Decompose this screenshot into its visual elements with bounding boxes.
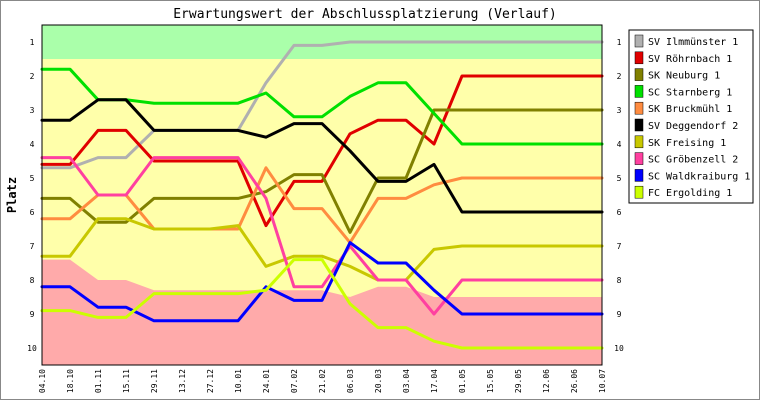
legend-label: SC Gröbenzell 2 <box>648 155 738 166</box>
x-tick-label: 15.11 <box>122 369 131 393</box>
y-tick-label-left: 2 <box>30 72 35 81</box>
legend-label: SV Ilmmünster 1 <box>648 37 738 48</box>
series-line-10 <box>40 258 604 350</box>
legend: SV Ilmmünster 1 SV Röhrnbach 1 SK Neuburg … <box>628 29 754 204</box>
x-tick-label: 06.03 <box>346 369 355 393</box>
y-tick-label-left: 9 <box>30 310 35 319</box>
x-tick-label: 12.06 <box>542 369 551 393</box>
y-tick-label-left: 10 <box>27 344 37 353</box>
legend-label: SV Deggendorf 2 <box>648 121 738 132</box>
y-tick-label-left: 6 <box>30 208 35 217</box>
legend-label: SK Freising 1 <box>648 138 726 149</box>
y-tick-label-left: 5 <box>30 174 35 183</box>
x-tick-label: 29.05 <box>514 369 523 393</box>
y-ticks: 1 1 2 2 3 3 4 4 5 5 6 6 7 7 8 8 9 9 10 10 <box>27 38 624 353</box>
series-line-9 <box>40 241 604 323</box>
series-line-7 <box>40 217 604 282</box>
legend-label: FC Ergolding 1 <box>648 188 732 199</box>
x-tick-label: 10.07 <box>598 369 607 393</box>
y-tick-label-right: 9 <box>617 310 622 319</box>
legend-label: SV Röhrnbach 1 <box>648 54 732 65</box>
legend-swatch <box>634 51 644 65</box>
band-promotion <box>42 25 602 59</box>
x-tick-label: 01.11 <box>94 369 103 393</box>
legend-swatch <box>634 185 644 199</box>
y-tick-label-right: 1 <box>617 38 622 47</box>
legend-label: SC Waldkraiburg 1 <box>648 171 750 182</box>
legend-swatch <box>634 34 644 48</box>
series-line-3 <box>40 108 604 234</box>
legend-swatch <box>634 85 644 98</box>
x-tick-label: 18.10 <box>66 369 75 393</box>
series-line-5 <box>40 166 604 245</box>
series-line-2 <box>40 74 604 228</box>
x-tick-label: 07.02 <box>290 369 299 393</box>
y-tick-label-right: 3 <box>617 106 622 115</box>
x-tick-label: 13.12 <box>178 369 187 393</box>
x-tick-label: 20.03 <box>374 369 383 393</box>
legend-swatch <box>634 68 644 81</box>
legend-swatch <box>634 118 644 132</box>
y-tick-label-right: 2 <box>617 72 622 81</box>
legend-swatch <box>634 135 644 149</box>
series-lines <box>40 40 604 350</box>
y-tick-label-right: 8 <box>617 276 622 285</box>
y-tick-label-left: 3 <box>30 106 35 115</box>
x-tick-label: 04.10 <box>38 369 47 393</box>
legend-swatch <box>634 101 644 115</box>
y-tick-label-right: 10 <box>614 344 624 353</box>
y-tick-label-left: 7 <box>30 242 35 251</box>
y-tick-label-left: 4 <box>30 140 35 149</box>
x-tick-label: 26.06 <box>570 369 579 393</box>
series-line-1 <box>40 40 604 170</box>
chart-title: Erwartungswert der Abschlussplatzierung … <box>173 7 557 22</box>
band-relegation <box>42 259 602 365</box>
x-tick-label: 15.05 <box>486 369 495 393</box>
series-line-4 <box>40 67 604 146</box>
y-axis-label: Platz <box>5 177 19 213</box>
x-tick-label: 24.01 <box>262 369 271 393</box>
series-line-6 <box>40 98 604 214</box>
x-tick-label: 01.05 <box>458 369 467 393</box>
x-ticks: 04.10 18.10 01.11 15.11 29.11 13.12 27.12 10.01… <box>38 369 607 393</box>
plot-frame <box>41 24 603 366</box>
legend-label: SK Neuburg 1 <box>648 71 720 82</box>
legend-swatch <box>634 169 644 182</box>
series-line-8 <box>40 156 604 316</box>
y-tick-label-right: 4 <box>617 140 622 149</box>
legend-box <box>628 29 754 204</box>
y-tick-label-left: 8 <box>30 276 35 285</box>
x-tick-label: 27.12 <box>206 369 215 393</box>
x-tick-label: 10.01 <box>234 369 243 393</box>
x-tick-label: 17.04 <box>430 369 439 393</box>
y-tick-label-left: 1 <box>30 38 35 47</box>
legend-label: SK Bruckmühl 1 <box>648 104 732 115</box>
x-tick-label: 03.04 <box>402 369 411 393</box>
x-tick-label: 29.11 <box>150 369 159 393</box>
x-tick-label: 21.02 <box>318 369 327 393</box>
y-tick-label-right: 5 <box>617 174 622 183</box>
y-tick-label-right: 6 <box>617 208 622 217</box>
legend-label: SC Starnberg 1 <box>648 87 732 98</box>
legend-swatch <box>634 152 644 165</box>
y-tick-label-right: 7 <box>617 242 622 251</box>
